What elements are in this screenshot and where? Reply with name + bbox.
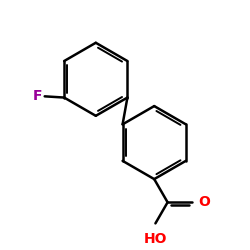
Text: O: O — [198, 195, 210, 209]
Text: F: F — [32, 89, 42, 103]
Text: HO: HO — [144, 232, 167, 246]
